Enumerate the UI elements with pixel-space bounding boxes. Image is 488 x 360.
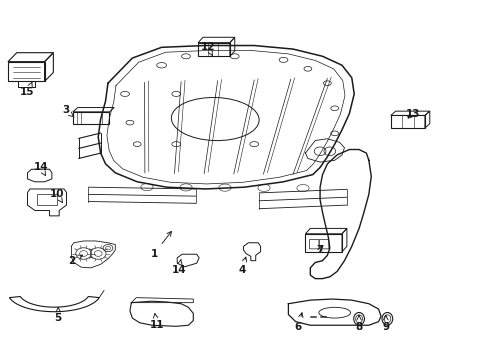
Text: 7: 7 [316,245,323,255]
Text: 13: 13 [405,109,419,119]
Text: 10: 10 [49,189,64,203]
Text: 14: 14 [171,259,185,275]
Text: 9: 9 [382,315,388,332]
Text: 11: 11 [149,314,163,330]
Text: 15: 15 [20,82,35,97]
Text: 2: 2 [68,255,82,266]
Text: 4: 4 [238,257,246,275]
Text: 3: 3 [62,105,74,117]
Text: 12: 12 [200,42,215,55]
Text: 8: 8 [355,315,362,332]
Text: 5: 5 [55,307,61,323]
Text: 14: 14 [33,162,48,176]
Text: 1: 1 [150,231,171,258]
Text: 6: 6 [294,313,303,332]
